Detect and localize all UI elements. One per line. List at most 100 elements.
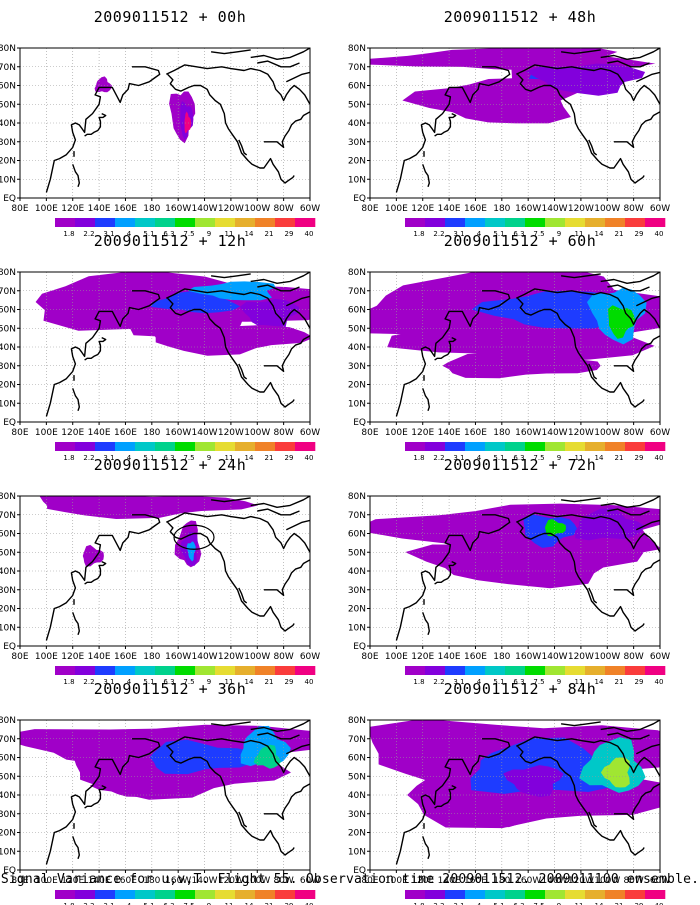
colorbar-swatch [235,218,255,227]
colorbar-swatch [525,890,545,899]
lon-label: 140E [88,204,111,214]
lon-label: 160W [515,428,541,438]
lon-label: 140E [438,428,461,438]
colorbar-swatch [295,890,315,899]
lat-label: 60N [348,306,366,316]
colorbar-swatch [445,890,465,899]
colorbar-swatch [135,666,155,675]
lon-label: 100E [385,652,408,662]
colorbar-swatch [255,218,275,227]
lat-label: 20N [0,381,16,391]
lon-label: 140E [88,428,111,438]
colorbar-swatch [625,666,645,675]
lat-label: 50N [348,100,366,110]
lon-label: 80W [623,204,643,214]
lat-label: 70N [0,63,16,73]
lon-label: 160W [165,204,191,214]
lon-label: 80W [273,204,293,214]
lat-label: 20N [348,381,366,391]
lon-label: 160E [464,204,487,214]
lat-label: 40N [0,343,16,353]
lon-label: 120W [568,204,594,214]
panel-title: 2009011512 + 00h [0,8,340,26]
colorbar-swatch [585,442,605,451]
lat-label: 80N [0,492,16,502]
panel-title: 2009011512 + 36h [0,680,340,698]
lat-label: 10N [0,847,16,857]
lat-label: 70N [0,511,16,521]
colorbar-swatch [195,442,215,451]
lat-label: 50N [0,324,16,334]
colorbar-swatch [155,218,175,227]
lat-label: EQ [3,418,16,428]
colorbar-swatch [485,442,505,451]
lon-label: 180 [143,204,160,214]
colorbar-swatch [525,442,545,451]
panel-title: 2009011512 + 72h [350,456,690,474]
colorbar-swatch [465,442,485,451]
colorbar-swatch [525,666,545,675]
lat-label: 30N [0,138,16,148]
colorbar-swatch [505,666,525,675]
lon-label: 140W [542,428,568,438]
lat-label: EQ [353,194,366,204]
lat-label: 80N [0,268,16,278]
lon-label: 100E [35,652,58,662]
lon-label: 140W [192,204,218,214]
lat-label: 40N [0,119,16,129]
lon-label: 120E [411,652,434,662]
colorbar-swatch [115,442,135,451]
lon-label: 60W [650,652,670,662]
lat-label: 20N [0,157,16,167]
lon-label: 80W [623,652,643,662]
lon-label: 100W [594,428,620,438]
lon-label: 100W [244,204,270,214]
lon-label: 120W [218,204,244,214]
colorbar-swatch [115,890,135,899]
colorbar-swatch [115,666,135,675]
colorbar-swatch [295,442,315,451]
colorbar-swatch [505,218,525,227]
lon-label: 120E [61,428,84,438]
colorbar-swatch [95,218,115,227]
panel-title: 2009011512 + 84h [350,680,690,698]
lon-label: 180 [143,428,160,438]
lon-label: 80W [273,652,293,662]
colorbar-swatch [175,442,195,451]
lon-label: 100E [35,428,58,438]
lat-label: 60N [0,82,16,92]
lat-label: 20N [0,829,16,839]
lat-label: 40N [0,791,16,801]
colorbar-swatch [215,890,235,899]
lat-label: 20N [0,605,16,615]
lon-label: 160E [114,204,137,214]
lon-label: 120W [218,652,244,662]
colorbar-swatch [75,890,95,899]
colorbar-swatch [405,666,425,675]
lon-label: 60W [650,204,670,214]
colorbar-swatch [485,218,505,227]
lon-label: 120W [568,428,594,438]
lat-label: 60N [0,306,16,316]
colorbar-swatch [465,666,485,675]
lat-label: 80N [348,268,366,278]
colorbar-swatch [275,218,295,227]
lat-label: 50N [348,324,366,334]
lat-label: 40N [348,791,366,801]
colorbar-swatch [255,442,275,451]
colorbar-swatch [405,890,425,899]
lat-label: 30N [348,362,366,372]
lat-label: 70N [348,735,366,745]
lat-label: 30N [348,810,366,820]
colorbar-swatch [135,890,155,899]
lat-label: 30N [348,586,366,596]
colorbar-swatch [485,666,505,675]
colorbar-swatch [545,442,565,451]
colorbar-swatch [155,442,175,451]
panel-title: 2009011512 + 48h [350,8,690,26]
lon-label: 140E [88,652,111,662]
